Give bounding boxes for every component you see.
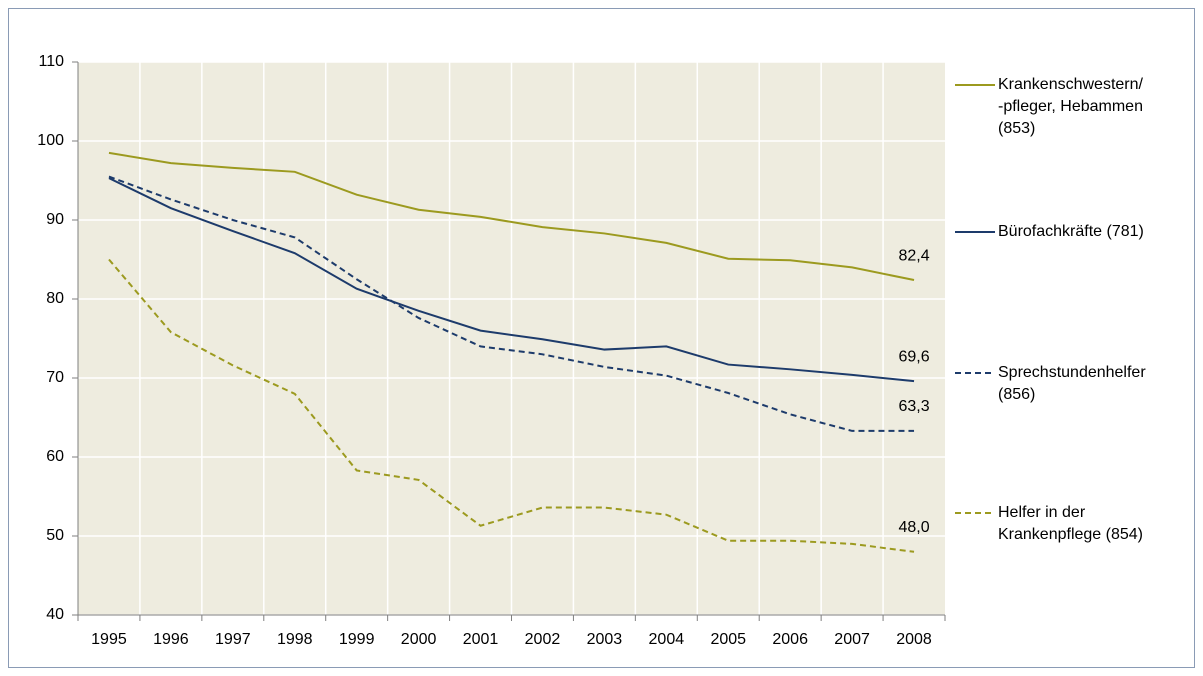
series-line <box>108 177 915 383</box>
x-tick-label: 2000 <box>401 631 437 648</box>
x-tick-label: 1996 <box>153 631 189 648</box>
x-tick-label: 1998 <box>277 631 313 648</box>
x-tick-label: 2004 <box>649 631 685 648</box>
data-label: 48,0 <box>898 519 929 536</box>
x-tick-label: 1999 <box>339 631 375 648</box>
y-tick-label: 90 <box>46 211 64 228</box>
x-tick-label: 2005 <box>710 631 746 648</box>
x-tick-label: 2003 <box>587 631 623 648</box>
x-tick-label: 2006 <box>772 631 808 648</box>
legend-label: Sprechstundenhelfer (856) <box>998 364 1146 403</box>
x-tick-label: 1997 <box>215 631 251 648</box>
x-tick-label: 2007 <box>834 631 870 648</box>
series-line <box>108 175 915 432</box>
x-tick-label: 2001 <box>463 631 499 648</box>
y-tick-label: 80 <box>46 290 64 307</box>
y-tick-label: 60 <box>46 448 64 465</box>
legend-label: Helfer in der Krankenpflege (854) <box>998 504 1143 543</box>
series-line <box>108 258 915 553</box>
y-tick-label: 50 <box>46 527 64 544</box>
y-tick-label: 70 <box>46 369 64 386</box>
legend-label: Bürofachkräfte (781) <box>998 223 1144 240</box>
y-tick-label: 110 <box>38 53 64 70</box>
data-label: 82,4 <box>898 247 929 264</box>
y-tick-label: 40 <box>46 606 64 623</box>
legend-label: Krankenschwestern/ -pfleger, Hebammen (8… <box>998 76 1143 137</box>
series-line <box>108 151 915 282</box>
data-label: 63,3 <box>898 398 929 415</box>
data-label: 69,6 <box>898 348 929 365</box>
x-tick-label: 1995 <box>91 631 127 648</box>
x-tick-label: 2002 <box>525 631 561 648</box>
y-tick-label: 100 <box>37 132 64 149</box>
x-tick-label: 2008 <box>896 631 932 648</box>
